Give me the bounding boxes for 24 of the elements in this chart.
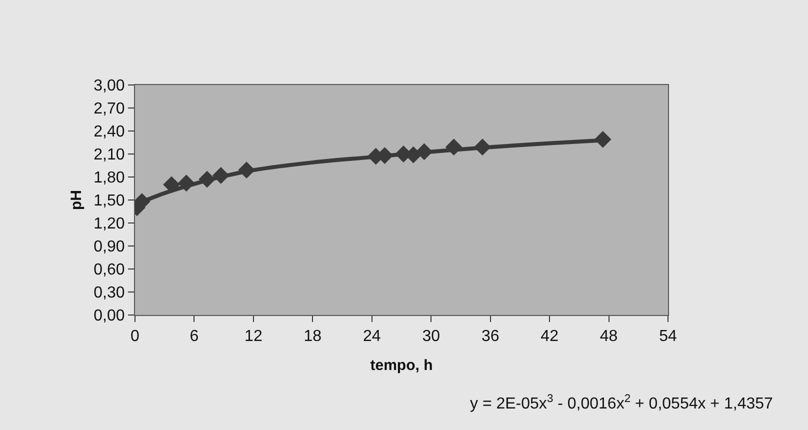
y-tick-label: 2,10 [94, 146, 125, 164]
x-tick-label: 30 [422, 328, 440, 346]
x-tick-label: 6 [190, 328, 199, 346]
x-tick-label: 0 [130, 328, 140, 346]
y-tick-label: 1,50 [94, 192, 125, 210]
y-tick-label: 0,00 [94, 308, 125, 325]
y-tick-label: 3,00 [94, 78, 125, 95]
x-tick-label: 12 [244, 328, 262, 346]
y-axis-title: pH [68, 190, 85, 210]
x-tick-label: 18 [304, 328, 322, 346]
y-tick-label: 1,80 [94, 170, 125, 187]
x-tick-label: 24 [362, 328, 381, 346]
y-tick-label: 2,40 [94, 124, 125, 141]
x-tick-label: 36 [481, 328, 500, 346]
x-axis-title: tempo, h [370, 357, 433, 374]
text: y = 2E-05x$^{3}$ - 0,0016x$^{2}$ + 0,0554x + 1,4357 [470, 393, 774, 413]
y-tick-label: 1,20 [94, 216, 125, 233]
x-tick-label: 48 [600, 328, 618, 346]
y-tick-label: 0,90 [94, 238, 125, 256]
y-tick-label: 2,70 [94, 100, 125, 118]
x-tick-label: 42 [540, 328, 559, 346]
x-tick-label: 54 [659, 328, 677, 346]
y-tick-label: 0,30 [94, 284, 125, 302]
y-tick-label: 0,60 [94, 262, 125, 279]
